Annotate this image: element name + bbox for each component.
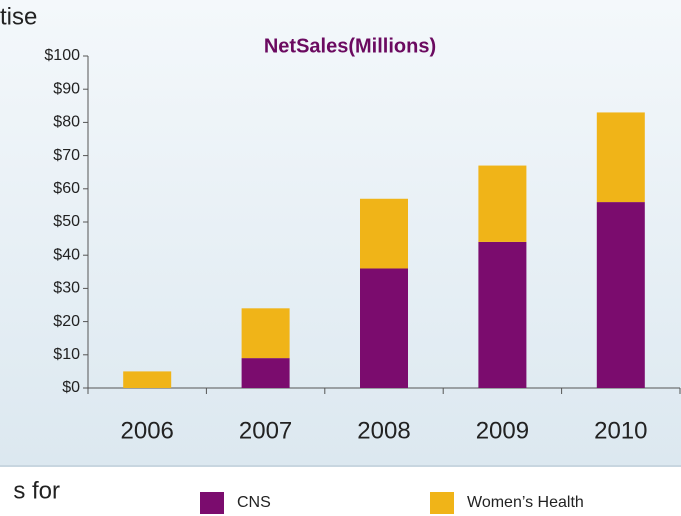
bar-segment bbox=[360, 268, 408, 388]
plot-background bbox=[0, 0, 681, 466]
cut-text: s for bbox=[13, 477, 60, 504]
bar-segment bbox=[478, 241, 527, 388]
bar-segment bbox=[596, 202, 645, 388]
legend-swatch bbox=[430, 492, 454, 514]
x-tick-label: 2010 bbox=[594, 417, 647, 444]
y-tick-label: $100 bbox=[44, 47, 80, 64]
y-tick-label: $0 bbox=[62, 379, 80, 396]
bar-segment bbox=[241, 308, 290, 359]
y-tick-label: $40 bbox=[53, 246, 80, 263]
legend-label: Women’s Health bbox=[467, 494, 584, 511]
x-tick-label: 2009 bbox=[476, 417, 529, 444]
y-tick-label: $10 bbox=[53, 346, 80, 363]
cut-text: tise bbox=[0, 3, 37, 30]
x-tick-label: 2008 bbox=[357, 417, 410, 444]
y-tick-label: $90 bbox=[53, 80, 80, 97]
legend-label: CNS bbox=[237, 494, 271, 511]
y-tick-label: $60 bbox=[53, 180, 80, 197]
y-tick-label: $70 bbox=[53, 147, 80, 164]
x-tick-label: 2007 bbox=[239, 417, 292, 444]
y-tick-label: $50 bbox=[53, 213, 80, 230]
bar-segment bbox=[123, 371, 172, 388]
legend-swatch bbox=[200, 492, 224, 514]
bar-segment bbox=[596, 112, 645, 203]
bar-segment bbox=[478, 165, 527, 242]
y-tick-label: $80 bbox=[53, 114, 80, 131]
x-tick-label: 2006 bbox=[121, 417, 174, 444]
y-tick-label: $30 bbox=[53, 280, 80, 297]
chart-title: NetSales(Millions) bbox=[264, 35, 436, 57]
bar-segment bbox=[241, 358, 290, 388]
bar-segment bbox=[360, 198, 408, 269]
y-tick-label: $20 bbox=[53, 313, 80, 330]
